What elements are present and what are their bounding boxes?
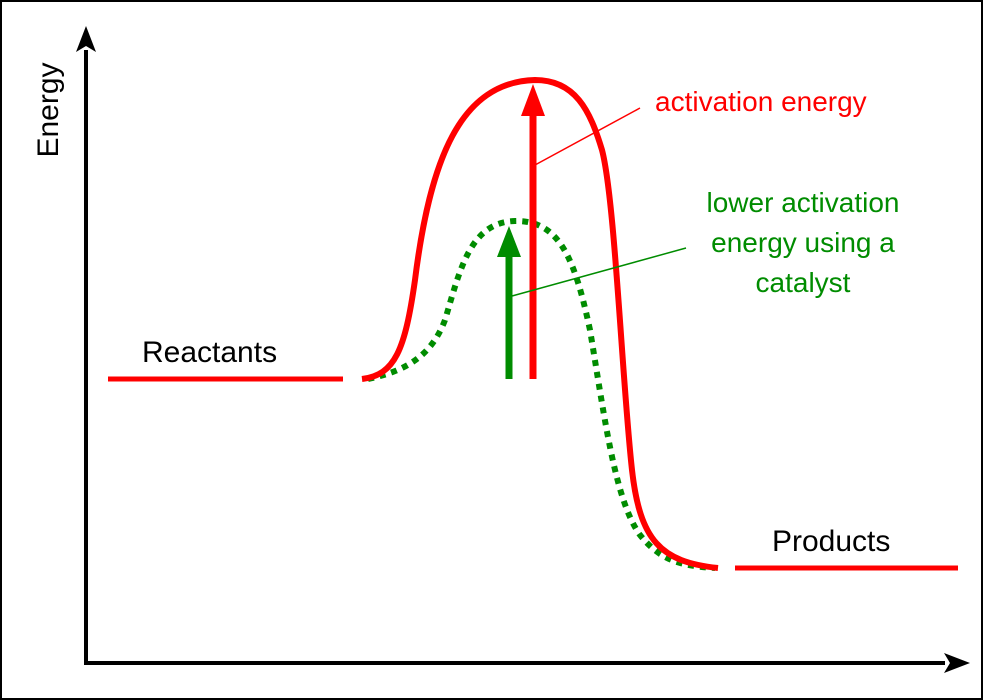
activation-leader-line <box>534 107 641 166</box>
catalysed-curve <box>367 217 716 571</box>
catalysed-arrowhead-icon <box>497 226 521 257</box>
catalyst-label-line-2: energy using a <box>711 227 895 258</box>
products-label: Products <box>772 525 890 558</box>
y-axis-label: Energy <box>32 62 65 157</box>
x-axis-arrowhead-icon <box>944 653 970 673</box>
catalyst-label-line-1: lower activation <box>707 187 900 218</box>
activation-arrowhead-icon <box>521 84 545 116</box>
y-axis-arrowhead-icon <box>76 26 96 52</box>
catalyst-leader-line <box>511 247 687 297</box>
reactants-label: Reactants <box>142 336 277 369</box>
uncatalysed-curve <box>361 76 719 571</box>
catalyst-label-line-3: catalyst <box>756 267 851 298</box>
activation-energy-label: activation energy <box>655 86 867 117</box>
